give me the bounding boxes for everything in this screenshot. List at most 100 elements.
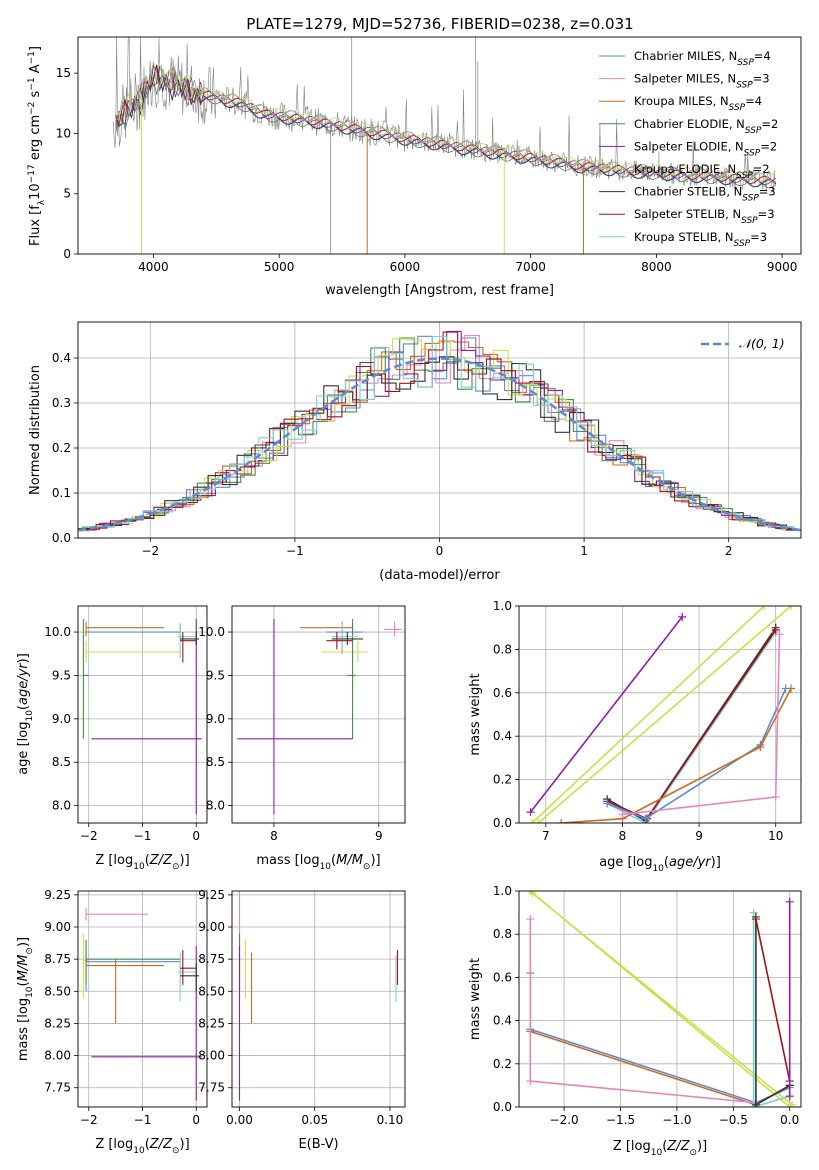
weight-vs-Z-xlabel: Z [log10(Z/Z⊙)] bbox=[613, 1139, 707, 1158]
x-tick-label: 0.00 bbox=[226, 1113, 253, 1127]
x-tick-label: −2 bbox=[80, 829, 98, 843]
y-tick-label: 8.0 bbox=[52, 799, 71, 813]
y-tick-label: 0.8 bbox=[493, 642, 512, 656]
y-tick-label: 9.00 bbox=[198, 920, 225, 934]
y-tick-label: 9.25 bbox=[198, 888, 225, 902]
age-vs-mass-axes: 8 9 8.0 8.5 9.0 9.5 10.0 bbox=[198, 606, 405, 843]
weight-marker bbox=[749, 908, 758, 917]
x-tick-label: 8 bbox=[619, 829, 627, 843]
hist-step-chabrier_elodie bbox=[81, 337, 801, 531]
y-tick-label: 0.8 bbox=[493, 927, 512, 941]
weight-marker bbox=[771, 625, 780, 634]
weight-line-kroupa_elodie bbox=[531, 892, 793, 1106]
y-tick-label: 0.4 bbox=[493, 1014, 512, 1028]
weight-marker bbox=[641, 814, 650, 823]
y-tick-label: 8.00 bbox=[44, 1049, 71, 1063]
weight-marker bbox=[557, 819, 566, 823]
y-tick-label: 5 bbox=[63, 187, 71, 201]
y-tick-label: 8.50 bbox=[198, 984, 225, 998]
y-tick-label: 10 bbox=[56, 126, 71, 140]
mass-vs-ebv-axes: 0.00 0.05 0.10 7.75 8.00 8.25 8.50 8.75 9.00 9.25 bbox=[198, 888, 405, 1127]
y-tick-label: 9.25 bbox=[44, 888, 71, 902]
y-tick-label: 0.0 bbox=[52, 531, 71, 545]
y-tick-label: 8.25 bbox=[198, 1016, 225, 1030]
residuals-ylabel: Normed distribution bbox=[28, 365, 43, 495]
spectrum-ylabel: Flux [fλ10−17 erg cm−2 s−1 A−1] bbox=[27, 46, 47, 246]
y-tick-label: 9.5 bbox=[52, 668, 71, 682]
y-tick-label: 8.5 bbox=[52, 755, 71, 769]
weight-marker bbox=[787, 606, 796, 610]
weight-marker bbox=[785, 1092, 794, 1101]
weight-vs-age-ylabel: mass weight bbox=[468, 673, 483, 755]
hist-step-salpeter_elodie bbox=[78, 330, 801, 531]
x-tick-label: 9 bbox=[695, 829, 703, 843]
weight-line-kroupa_miles bbox=[561, 688, 792, 823]
spectrum-frame bbox=[77, 36, 802, 255]
x-tick-label: 8000 bbox=[641, 260, 672, 274]
y-tick-label: 0.1 bbox=[52, 486, 71, 500]
y-tick-label: 0.2 bbox=[493, 1057, 512, 1071]
weight-line-chabrier_miles bbox=[606, 688, 787, 820]
y-tick-label: 8.75 bbox=[44, 952, 71, 966]
model-line-chabrier_stelib bbox=[115, 64, 777, 188]
residuals-plot-area bbox=[78, 330, 801, 532]
y-tick-label: 0.2 bbox=[52, 441, 71, 455]
y-tick-label: 7.75 bbox=[198, 1081, 225, 1095]
weight-marker bbox=[678, 612, 687, 621]
model-line-kroupa_stelib bbox=[115, 61, 776, 183]
y-tick-label: 8.0 bbox=[206, 799, 225, 813]
age-vs-Z-xlabel: Z [log10(Z/Z⊙)] bbox=[95, 853, 189, 872]
y-tick-label: 0.2 bbox=[493, 773, 512, 787]
y-tick-label: 7.75 bbox=[44, 1081, 71, 1095]
y-tick-label: 9.0 bbox=[206, 712, 225, 726]
spectrum-plot-area bbox=[112, 37, 777, 254]
legend-label-salpeter_stelib: Salpeter STELIB, NSSP=3 bbox=[634, 207, 775, 226]
x-tick-label: −2 bbox=[141, 544, 159, 558]
weight-marker bbox=[526, 1077, 535, 1086]
legend-label-salpeter_miles: Salpeter MILES, NSSP=3 bbox=[634, 72, 770, 91]
legend-label-kroupa_elodie: Kroupa ELODIE, NSSP=2 bbox=[634, 162, 770, 181]
weight-marker bbox=[771, 792, 780, 801]
residuals-frame bbox=[77, 321, 802, 539]
weight-marker bbox=[751, 915, 760, 924]
x-tick-label: 0.05 bbox=[301, 1113, 328, 1127]
weight-vs-age-axes: 7 8 9 10 0.0 0.2 0.4 0.6 0.8 1.0 bbox=[493, 599, 801, 843]
mass-vs-Z-plot-area bbox=[82, 907, 202, 1101]
x-tick-label: 0 bbox=[436, 544, 444, 558]
weight-vs-age-xlabel: age [log10(age/yr)] bbox=[599, 855, 721, 874]
weight-line-kroupa_elodie bbox=[537, 606, 792, 823]
y-tick-label: 0.3 bbox=[52, 396, 71, 410]
y-tick-label: 8.50 bbox=[44, 984, 71, 998]
age-vs-Z-frame bbox=[77, 605, 208, 824]
y-tick-label: 1.0 bbox=[493, 599, 512, 613]
legend-label-kroupa_stelib: Kroupa STELIB, NSSP=3 bbox=[634, 230, 767, 249]
weight-line-kroupa_elodie bbox=[531, 606, 765, 823]
hist-step-kroupa_stelib bbox=[78, 335, 801, 531]
mass-vs-Z-ylabel: mass [log10(M/M⊙)] bbox=[16, 937, 35, 1061]
y-tick-label: 0.0 bbox=[493, 816, 512, 830]
x-tick-label: −1.0 bbox=[662, 1113, 691, 1127]
y-tick-label: 0.4 bbox=[52, 351, 71, 365]
x-tick-label: 5000 bbox=[264, 260, 295, 274]
legend-label-normal: 𝒩(0, 1) bbox=[739, 336, 785, 351]
x-tick-label: 10 bbox=[768, 829, 783, 843]
x-tick-label: −1 bbox=[134, 829, 152, 843]
legend-label-salpeter_elodie: Salpeter ELODIE, NSSP=2 bbox=[634, 139, 777, 158]
x-tick-label: 9 bbox=[375, 829, 383, 843]
legend-label-chabrier_stelib: Chabrier STELIB, NSSP=3 bbox=[634, 185, 776, 204]
weight-line-salpeter_stelib bbox=[755, 918, 791, 1082]
weight-line-chabrier_miles bbox=[530, 1028, 791, 1104]
x-tick-label: 2 bbox=[725, 544, 733, 558]
weight-marker bbox=[787, 684, 796, 693]
weight-marker bbox=[618, 810, 627, 819]
mass-vs-Z-frame bbox=[77, 890, 208, 1108]
y-tick-label: 15 bbox=[56, 66, 71, 80]
y-tick-label: 8.5 bbox=[206, 755, 225, 769]
weight-vs-age-plot-area bbox=[526, 606, 796, 823]
model-line-kroupa_miles bbox=[115, 62, 776, 183]
residuals-axes: −2 −1 0 1 2 0.0 0.1 0.2 0.3 0.4 bbox=[52, 322, 801, 558]
y-tick-label: 1.0 bbox=[493, 884, 512, 898]
weight-vs-Z-axes: −2.0 −1.5 −1.0 −0.5 0.0 0.0 0.2 0.4 0.6 0.8 1.0 bbox=[493, 884, 801, 1127]
weight-marker bbox=[756, 743, 765, 752]
